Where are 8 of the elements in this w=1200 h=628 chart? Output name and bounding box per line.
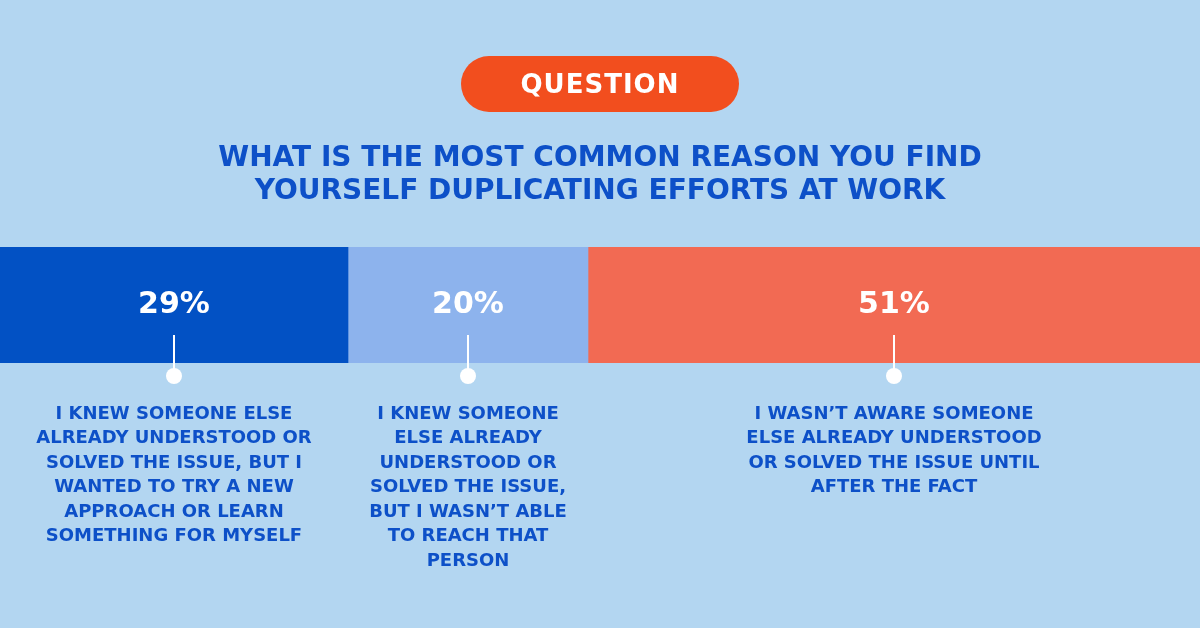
data-label: 20%: [432, 284, 504, 320]
chart-title: WHAT IS THE MOST COMMON REASON YOU FIND YOURSELF DUPLICATING EFFORTS AT WORK: [217, 140, 983, 206]
text: I WASN’T AWARE SOMEONE ELSE ALREADY UNDERSTOOD OR SOLVED THE ISSUE UNTIL AFTER THE FACT: [746, 401, 1042, 497]
text: I KNEW SOMEONE ELSE ALREADY UNDERSTOOD OR SOLVED THE ISSUE, BUT I WANTED TO TRY A NEW APPROACH OR LEARN SOMETHING FOR MYSELF: [36, 401, 312, 546]
pill-badge: QUESTION: [460, 56, 740, 112]
data-label: 51%: [858, 284, 930, 320]
data-label: 29%: [138, 284, 210, 320]
text: I KNEW SOMEONE ELSE ALREADY UNDERSTOOD OR SOLVED THE ISSUE, BUT I WASN’T ABLE TO REACH THAT PERSON: [369, 401, 567, 570]
